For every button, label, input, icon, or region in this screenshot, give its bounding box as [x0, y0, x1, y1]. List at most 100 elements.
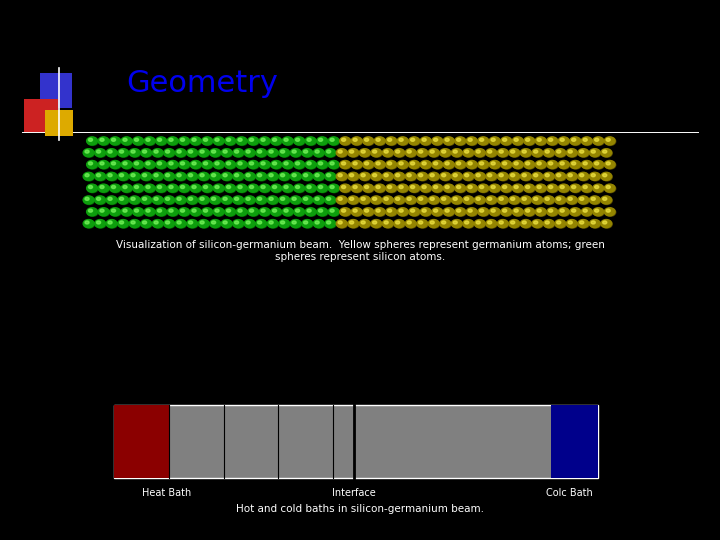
Circle shape	[190, 160, 201, 168]
Circle shape	[304, 197, 307, 200]
Circle shape	[198, 196, 209, 204]
Circle shape	[181, 186, 184, 188]
Circle shape	[590, 173, 600, 181]
Circle shape	[428, 148, 439, 157]
Circle shape	[325, 197, 336, 205]
Circle shape	[341, 162, 346, 165]
Circle shape	[590, 220, 600, 228]
Circle shape	[223, 197, 227, 200]
Circle shape	[292, 221, 296, 224]
Circle shape	[279, 220, 289, 228]
Circle shape	[210, 220, 221, 228]
Circle shape	[406, 197, 417, 205]
Circle shape	[395, 197, 405, 205]
Circle shape	[96, 150, 101, 153]
Circle shape	[557, 150, 561, 153]
Circle shape	[256, 196, 266, 204]
Circle shape	[166, 221, 170, 224]
Circle shape	[363, 137, 374, 145]
Circle shape	[179, 160, 189, 168]
Circle shape	[464, 197, 474, 205]
Circle shape	[325, 172, 336, 180]
Circle shape	[397, 208, 408, 216]
Circle shape	[409, 184, 420, 192]
Circle shape	[583, 162, 588, 165]
Circle shape	[503, 186, 507, 188]
Circle shape	[269, 174, 273, 177]
Circle shape	[181, 162, 184, 165]
Circle shape	[583, 138, 588, 141]
Circle shape	[395, 221, 400, 224]
Circle shape	[521, 197, 532, 205]
Circle shape	[398, 208, 409, 217]
Circle shape	[521, 196, 531, 204]
Circle shape	[166, 174, 170, 177]
Circle shape	[570, 208, 580, 216]
Circle shape	[591, 150, 595, 153]
Circle shape	[330, 186, 334, 188]
Circle shape	[167, 184, 178, 192]
Circle shape	[486, 196, 497, 204]
Circle shape	[318, 162, 323, 165]
Circle shape	[122, 137, 132, 145]
Circle shape	[361, 174, 365, 177]
Circle shape	[399, 209, 403, 212]
Circle shape	[132, 160, 143, 168]
Circle shape	[164, 197, 175, 205]
Circle shape	[510, 197, 515, 200]
Circle shape	[570, 208, 581, 217]
Circle shape	[407, 197, 411, 200]
Circle shape	[440, 172, 451, 180]
Circle shape	[557, 221, 561, 224]
Circle shape	[329, 161, 340, 169]
Circle shape	[112, 162, 115, 165]
Circle shape	[429, 173, 440, 181]
Circle shape	[327, 197, 330, 200]
Circle shape	[601, 173, 612, 181]
Circle shape	[382, 148, 393, 157]
Circle shape	[225, 137, 235, 145]
Circle shape	[314, 173, 325, 181]
Circle shape	[98, 137, 109, 145]
Circle shape	[145, 161, 156, 169]
Circle shape	[567, 172, 577, 180]
Circle shape	[225, 185, 236, 193]
Circle shape	[491, 209, 495, 212]
Circle shape	[86, 160, 97, 168]
Text: Interface: Interface	[333, 488, 376, 498]
Circle shape	[556, 149, 566, 157]
Circle shape	[418, 149, 428, 157]
Circle shape	[464, 197, 469, 200]
Circle shape	[271, 137, 282, 145]
Circle shape	[291, 173, 302, 181]
Circle shape	[225, 208, 235, 216]
Circle shape	[281, 174, 284, 177]
Circle shape	[191, 208, 202, 217]
Circle shape	[163, 172, 174, 180]
Circle shape	[340, 184, 351, 192]
Circle shape	[363, 208, 374, 216]
Circle shape	[272, 138, 276, 141]
Circle shape	[99, 161, 109, 169]
Circle shape	[395, 220, 405, 228]
Circle shape	[433, 209, 438, 212]
Circle shape	[567, 149, 577, 157]
Circle shape	[190, 184, 201, 192]
Circle shape	[146, 138, 150, 141]
Circle shape	[144, 208, 155, 216]
Circle shape	[256, 172, 266, 180]
Circle shape	[337, 220, 348, 228]
Circle shape	[169, 162, 173, 165]
Circle shape	[397, 184, 408, 192]
Circle shape	[260, 208, 271, 217]
Circle shape	[353, 162, 357, 165]
Circle shape	[225, 137, 236, 145]
Circle shape	[444, 208, 454, 216]
Circle shape	[306, 208, 317, 217]
Circle shape	[593, 160, 603, 168]
Circle shape	[606, 209, 611, 212]
Circle shape	[291, 149, 302, 157]
Circle shape	[524, 161, 535, 169]
Circle shape	[524, 137, 535, 145]
Circle shape	[89, 186, 93, 188]
